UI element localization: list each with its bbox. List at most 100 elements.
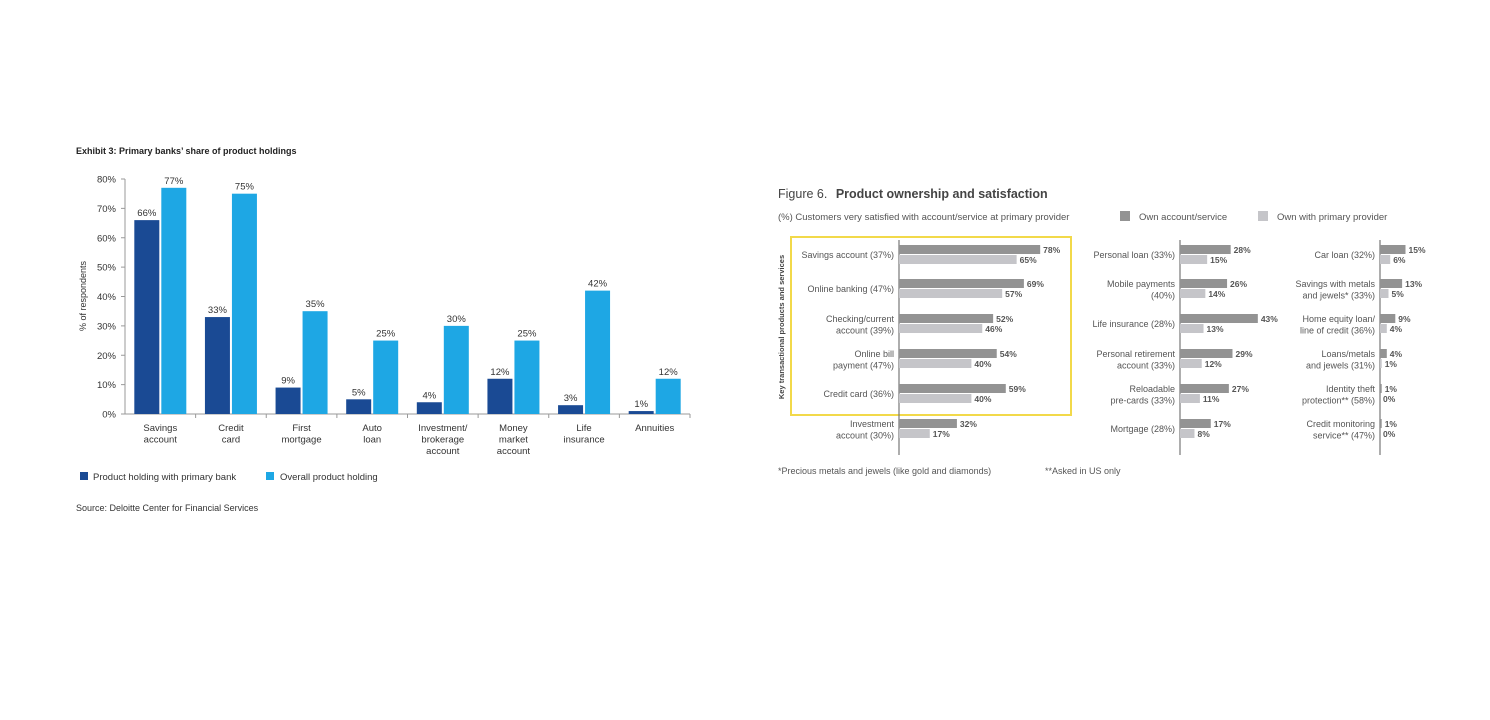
bar-own-label: 28% — [1234, 245, 1251, 255]
bar-own — [1180, 349, 1233, 358]
bar — [443, 325, 469, 414]
x-category-label: loan — [363, 435, 381, 446]
bar-own-label: 17% — [1214, 419, 1231, 429]
bar-primary-label: 17% — [933, 429, 950, 439]
y-tick-label: 60% — [97, 233, 117, 244]
bar-own — [1380, 419, 1382, 428]
bar-own-label: 32% — [960, 419, 977, 429]
bar-primary-label: 4% — [1390, 324, 1403, 334]
bar-value-label: 42% — [588, 279, 608, 290]
category-label: Mobile payments — [1107, 279, 1176, 289]
bar-primary-label: 0% — [1383, 429, 1396, 439]
bar-primary — [899, 359, 972, 368]
y-tick-label: 0% — [102, 410, 116, 421]
bar-own — [899, 314, 994, 323]
figure6-title-main: Product ownership and satisfaction — [836, 187, 1048, 201]
bar-primary — [1180, 324, 1204, 333]
bar-own — [899, 384, 1006, 393]
bar-own — [1380, 314, 1396, 323]
bar-primary-label: 46% — [985, 324, 1002, 334]
category-label: Personal loan (33%) — [1093, 250, 1175, 260]
bar-primary — [1380, 359, 1382, 368]
bar-primary-label: 0% — [1383, 394, 1396, 404]
bar — [275, 387, 301, 414]
bar — [134, 220, 160, 414]
bar-own-label: 78% — [1043, 245, 1060, 255]
legend-label-overall: Overall product holding — [280, 472, 378, 483]
x-category-label: brokerage — [421, 435, 464, 446]
bar-own — [1380, 384, 1382, 393]
legend-swatch-primary-provider — [1258, 211, 1268, 221]
x-category-label: Money — [499, 423, 528, 434]
bar — [231, 193, 257, 414]
bar — [346, 399, 372, 414]
bar-own-label: 59% — [1009, 384, 1026, 394]
bar-primary — [1180, 289, 1206, 298]
bar-own-label: 27% — [1232, 384, 1249, 394]
bar-own-label: 4% — [1390, 349, 1403, 359]
bar-primary-label: 8% — [1197, 429, 1210, 439]
bar-own-label: 26% — [1230, 279, 1247, 289]
bar-own-label: 69% — [1027, 279, 1044, 289]
footnote-metals: *Precious metals and jewels (like gold a… — [778, 466, 991, 476]
category-label: line of credit (36%) — [1300, 326, 1375, 336]
x-category-label: Investment/ — [418, 423, 467, 434]
bar-value-label: 12% — [659, 367, 679, 378]
bar-value-label: 9% — [281, 376, 295, 387]
x-category-label: Annuities — [635, 423, 674, 434]
bar-primary-label: 40% — [974, 394, 991, 404]
bar-value-label: 75% — [235, 182, 255, 193]
bar-own — [1180, 419, 1211, 428]
bar-value-label: 35% — [306, 299, 326, 310]
bar-primary — [1380, 324, 1387, 333]
bar-primary-label: 5% — [1392, 289, 1405, 299]
category-label: payment (47%) — [833, 361, 894, 371]
bar — [558, 405, 584, 414]
side-label: Key transactional products and services — [777, 255, 786, 399]
bar-own — [1380, 245, 1406, 254]
bar — [302, 311, 328, 414]
exhibit3-chart: Exhibit 3: Primary banks’ share of produ… — [76, 146, 691, 513]
bar-primary — [1180, 359, 1202, 368]
bar — [416, 402, 442, 414]
bar-value-label: 12% — [490, 367, 510, 378]
x-category-label: Auto — [362, 423, 382, 434]
x-category-label: insurance — [563, 435, 604, 446]
legend-swatch-own — [1120, 211, 1130, 221]
bar-value-label: 25% — [517, 329, 537, 340]
bar-primary-label: 14% — [1208, 289, 1225, 299]
y-tick-label: 70% — [97, 204, 117, 215]
exhibit3-title: Exhibit 3: Primary banks’ share of produ… — [76, 146, 297, 156]
category-label: Savings with metals — [1295, 279, 1375, 289]
bar-own — [899, 245, 1041, 254]
y-tick-label: 20% — [97, 351, 117, 362]
bar-primary — [1380, 255, 1391, 264]
bar-primary — [899, 289, 1003, 298]
bar — [487, 378, 513, 414]
category-label: account (30%) — [836, 431, 894, 441]
figure6-title: Figure 6. Product ownership and satisfac… — [778, 187, 1048, 201]
bar-primary-label: 11% — [1203, 394, 1220, 404]
bar-primary — [1180, 394, 1200, 403]
bar-primary-label: 13% — [1207, 324, 1224, 334]
bar-primary — [899, 429, 930, 438]
bar-value-label: 25% — [376, 329, 396, 340]
x-category-label: account — [497, 446, 531, 457]
legend-swatch-overall — [266, 472, 274, 480]
bar-primary — [1380, 289, 1389, 298]
category-label: pre-cards (33%) — [1110, 396, 1175, 406]
bar-value-label: 1% — [634, 399, 648, 410]
figure6-subtitle: (%) Customers very satisfied with accoun… — [778, 212, 1069, 223]
x-category-label: account — [144, 435, 178, 446]
bar-own — [1180, 279, 1228, 288]
category-label: Home equity loan/ — [1302, 314, 1375, 324]
category-label: and jewels* (33%) — [1302, 291, 1375, 301]
x-category-label: market — [499, 435, 528, 446]
category-label: Mortgage (28%) — [1110, 424, 1175, 434]
category-label: account (39%) — [836, 326, 894, 336]
category-label: Loans/metals — [1321, 349, 1375, 359]
highlight-box — [790, 236, 1072, 416]
x-category-label: mortgage — [281, 435, 321, 446]
category-label: Credit monitoring — [1306, 419, 1375, 429]
x-category-label: Credit — [218, 423, 244, 434]
